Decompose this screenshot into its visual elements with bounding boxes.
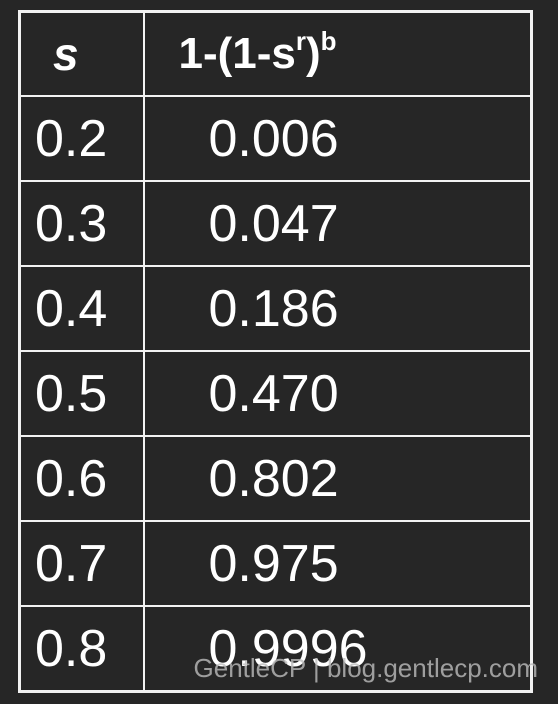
- formula-sup-r: r: [295, 26, 306, 56]
- table-row: 0.5 0.470: [18, 350, 533, 437]
- probability-table: s 1-(1-sr)b 0.2 0.006 0.3 0.047 0.4 0.18…: [18, 10, 533, 693]
- header-formula: 1-(1-sr)b: [142, 10, 533, 97]
- cell-s: 0.5: [18, 350, 145, 437]
- table-row: 0.3 0.047: [18, 180, 533, 267]
- cell-value: 0.975: [142, 520, 533, 607]
- cell-s: 0.2: [18, 95, 145, 182]
- formula-close: ): [306, 29, 321, 78]
- table-header-row: s 1-(1-sr)b: [18, 10, 533, 97]
- header-s: s: [18, 10, 145, 97]
- table-row: 0.2 0.006: [18, 95, 533, 182]
- table-row: 0.6 0.802: [18, 435, 533, 522]
- cell-value: 0.186: [142, 265, 533, 352]
- table-row: 0.4 0.186: [18, 265, 533, 352]
- cell-s: 0.3: [18, 180, 145, 267]
- cell-s: 0.6: [18, 435, 145, 522]
- cell-s: 0.4: [18, 265, 145, 352]
- formula-base: 1-(1-s: [178, 29, 296, 78]
- watermark: GentleCP | blog.gentlecp.com: [193, 653, 538, 683]
- cell-s: 0.8: [18, 605, 145, 693]
- cell-value: 0.470: [142, 350, 533, 437]
- formula-sup-b: b: [320, 26, 337, 56]
- cell-value: 0.9996: [142, 605, 533, 693]
- cell-value: 0.006: [142, 95, 533, 182]
- table-row: 0.7 0.975: [18, 520, 533, 607]
- cell-s: 0.7: [18, 520, 145, 607]
- cell-value: 0.802: [142, 435, 533, 522]
- cell-value: 0.047: [142, 180, 533, 267]
- table-row: 0.8 0.9996: [18, 605, 533, 693]
